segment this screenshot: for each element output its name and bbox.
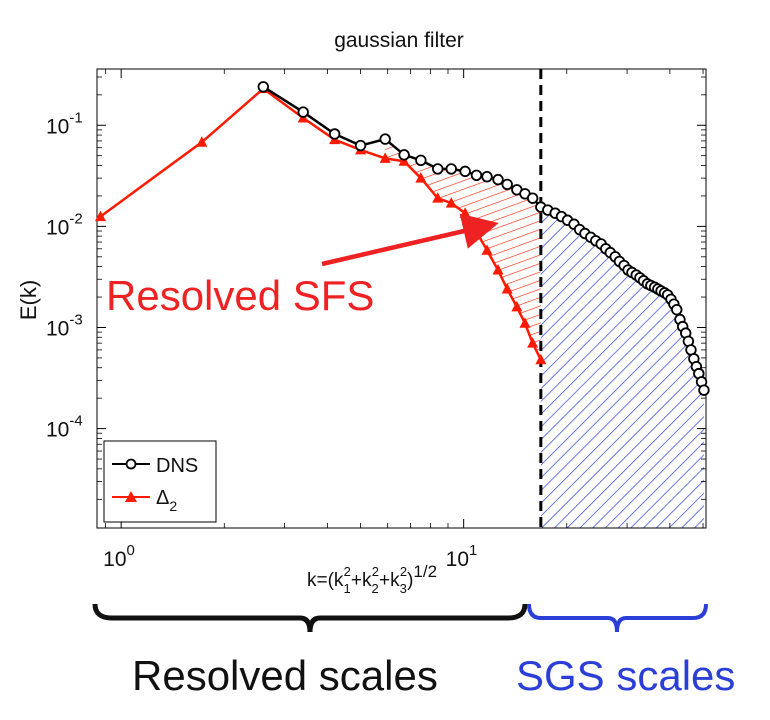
delta2-point	[196, 136, 208, 147]
dns-point	[398, 149, 410, 161]
delta2-point	[415, 172, 427, 183]
delta2-point	[501, 283, 513, 294]
delta2-point	[94, 210, 106, 222]
dns-point	[445, 163, 457, 175]
delta2-point	[481, 244, 493, 255]
legend-delta2-marker	[125, 491, 137, 502]
x-tick-label: 100	[103, 542, 135, 571]
delta2-point	[492, 264, 504, 275]
x-axis-label-prefix: k=(k	[307, 570, 344, 591]
legend: DNS Δ2	[103, 440, 217, 523]
dns-point	[492, 173, 504, 186]
dns-point	[379, 133, 391, 145]
y-axis: 10-1 10-2 10-3 10-4	[46, 76, 706, 500]
x-axis: 100 101	[103, 69, 704, 571]
dns-point	[415, 154, 427, 167]
sgs-area-fill	[540, 207, 704, 528]
delta2-point	[511, 300, 523, 312]
delta2-point	[527, 337, 539, 348]
dns-point	[257, 81, 269, 93]
dns-point	[481, 170, 493, 183]
chart-title: gaussian filter	[334, 29, 464, 52]
resolved-sfs-arrow	[321, 213, 499, 267]
y-axis-label: E(k)	[16, 280, 41, 320]
delta2-point	[519, 317, 531, 328]
legend-dns-label: DNS	[156, 455, 198, 477]
y-tick-label: 10-4	[46, 413, 83, 442]
y-tick-label: 10-2	[46, 210, 83, 239]
dns-point	[526, 192, 539, 204]
x-axis-label: k=(k12+k22+k32)1/2	[307, 562, 437, 596]
dns-point	[459, 165, 471, 178]
sgs-scales-brace	[527, 603, 708, 633]
delta2-point	[432, 192, 444, 203]
sfs-area-fill	[385, 139, 541, 360]
dns-point	[671, 303, 683, 316]
plot-frame	[96, 68, 707, 529]
legend-dns-marker	[125, 458, 137, 470]
resolved-sfs-hatched-area	[385, 139, 541, 360]
resolved-sfs-label: Resolved SFS	[106, 272, 374, 319]
series-dns	[257, 81, 710, 396]
dns-point	[470, 169, 483, 181]
dns-point	[354, 139, 367, 152]
dns-point	[328, 128, 341, 140]
y-tick-label: 10-3	[46, 311, 83, 340]
delta2-point	[379, 152, 391, 163]
resolved-scales-label: Resolved scales	[132, 652, 438, 699]
delta2-point	[398, 155, 410, 166]
x-tick-label: 101	[446, 542, 478, 571]
delta2-point	[445, 197, 457, 208]
dns-point	[501, 178, 513, 191]
sgs-hatched-area	[540, 207, 704, 528]
y-tick-label: 10-1	[46, 109, 83, 138]
sgs-scales-label: SGS scales	[516, 652, 736, 699]
dns-point	[432, 163, 444, 175]
resolved-scales-brace	[92, 603, 528, 633]
delta2-line	[99, 87, 542, 361]
delta2-point	[535, 353, 547, 365]
dns-point	[297, 106, 309, 118]
dns-point	[698, 384, 710, 396]
